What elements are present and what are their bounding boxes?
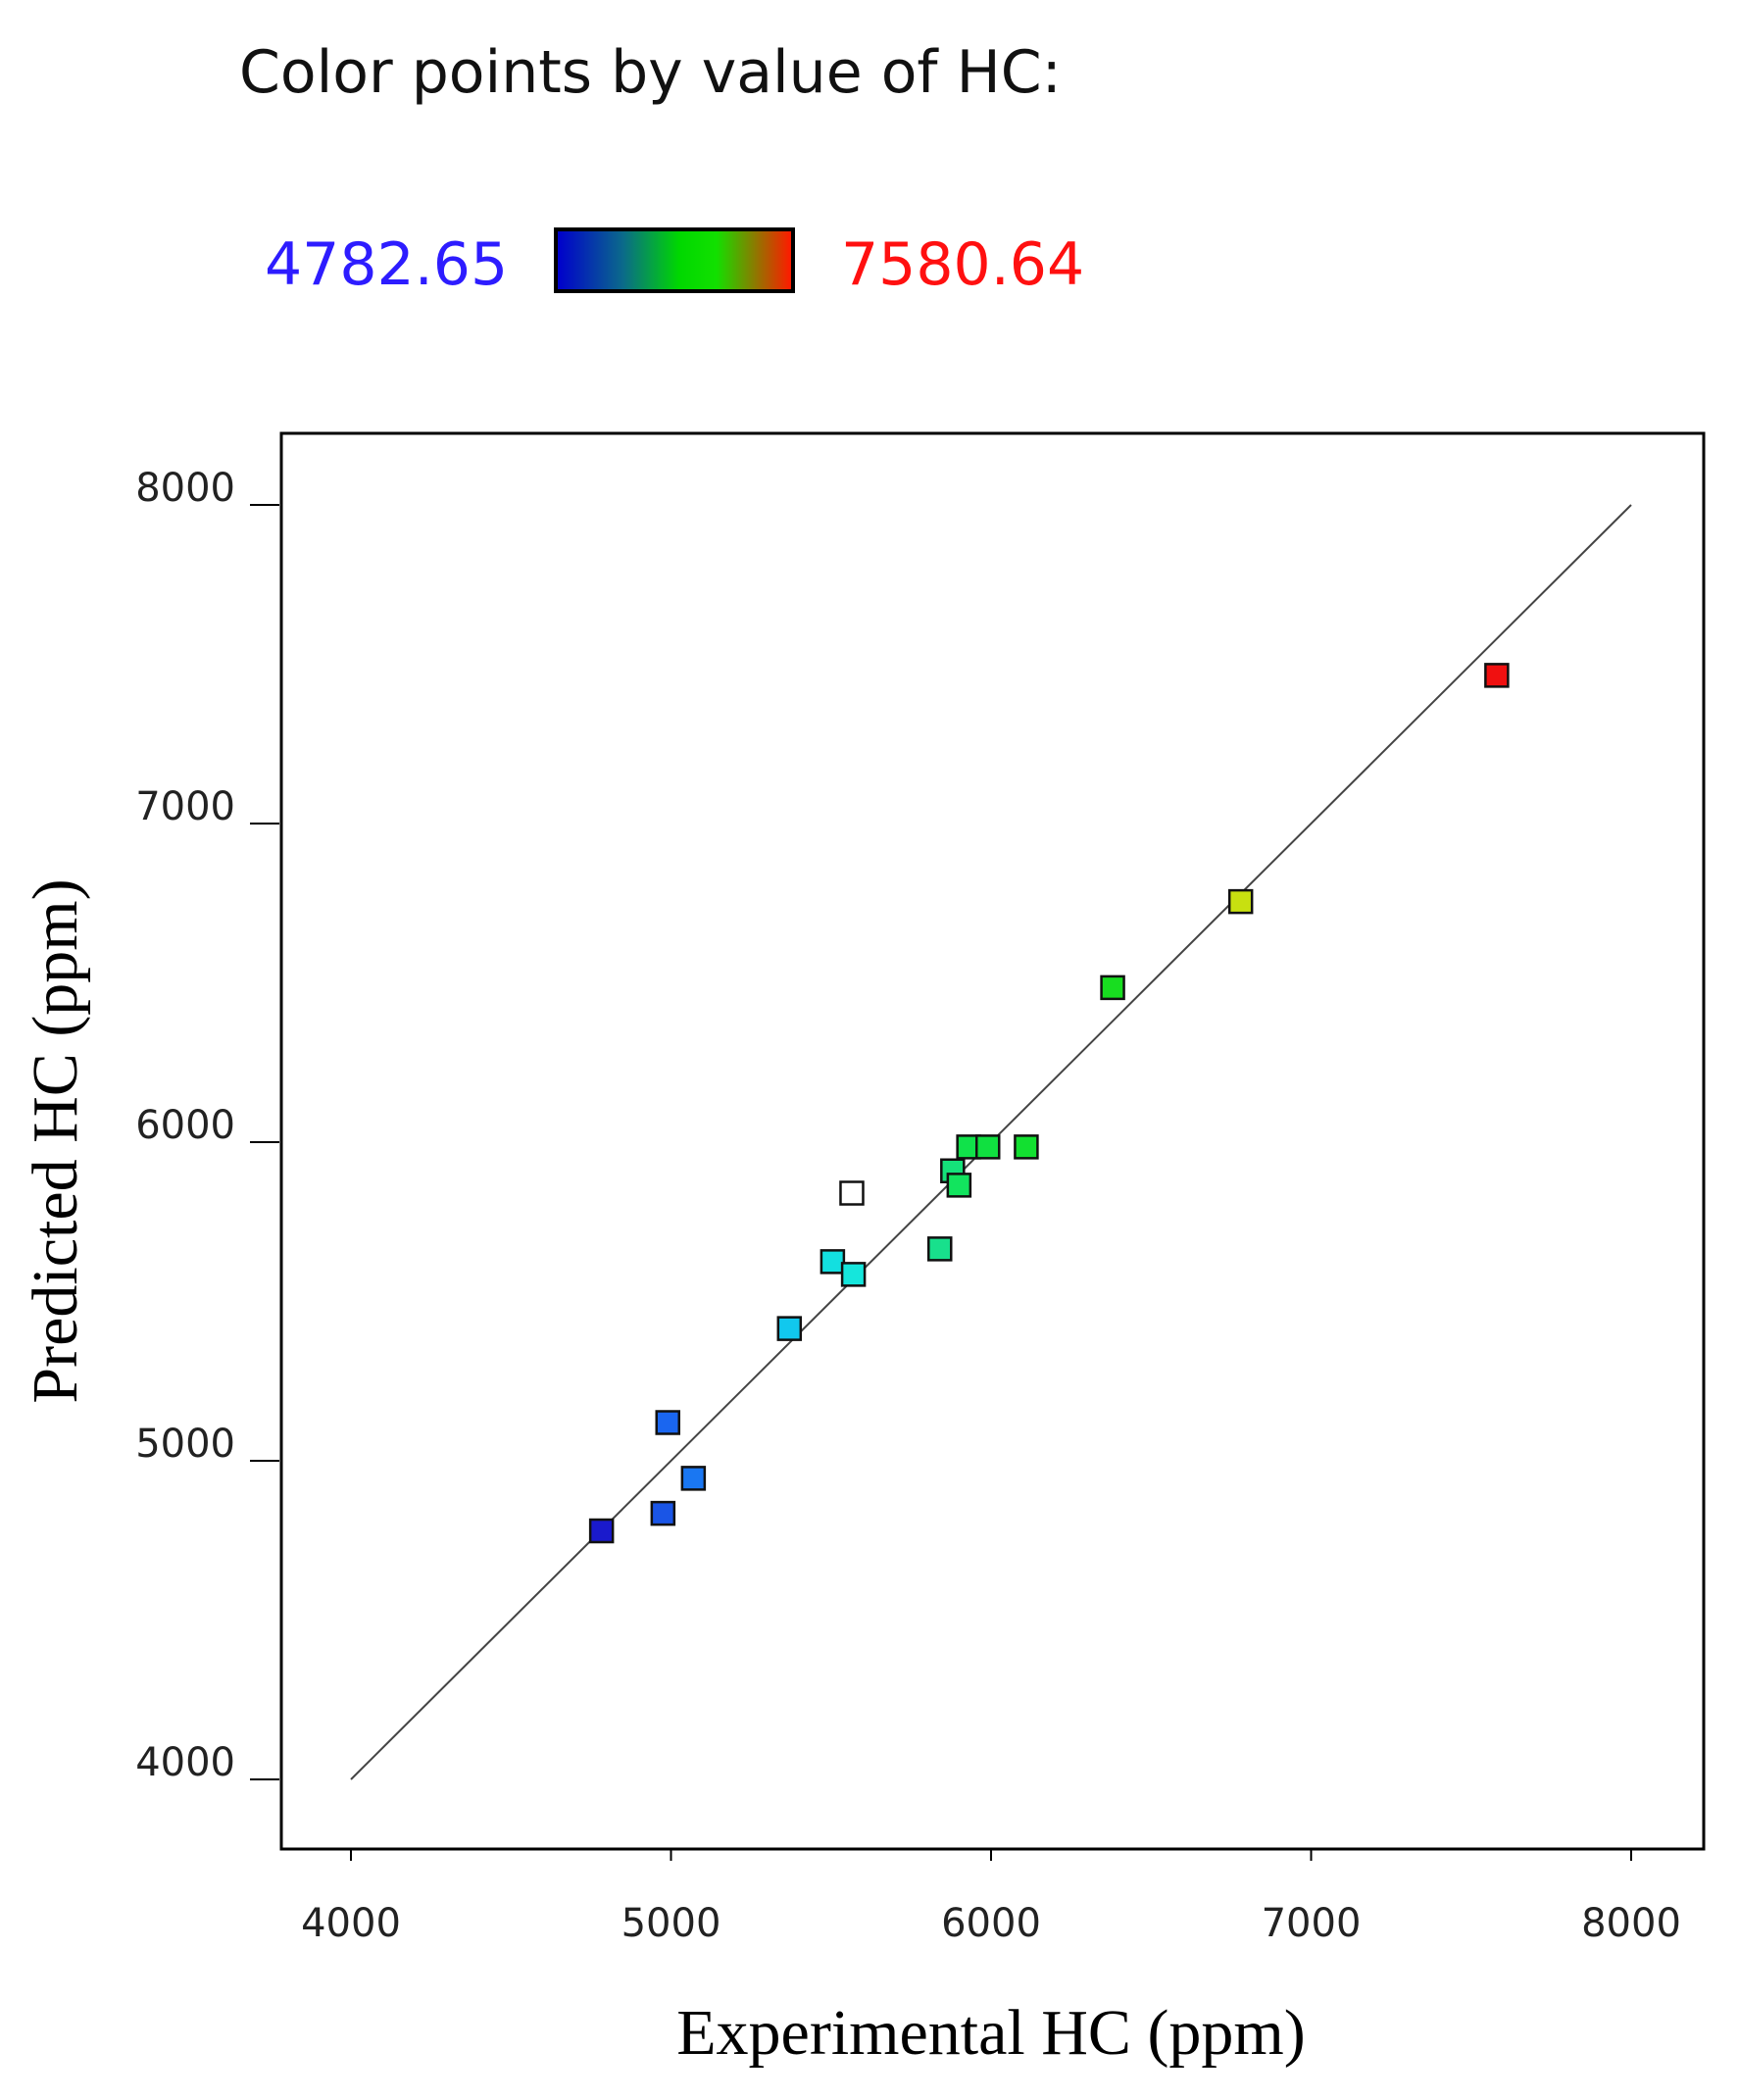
data-point (655, 1410, 680, 1435)
data-point (776, 1316, 803, 1341)
x-axis-title: Experimental HC (ppm) (676, 1997, 1306, 2069)
y-axis-title: Predicted HC (ppm) (20, 878, 91, 1403)
plot-frame (279, 431, 1706, 1851)
y-tick-label: 7000 (135, 784, 235, 829)
y-tick-label: 8000 (135, 466, 235, 511)
data-point (680, 1466, 707, 1491)
data-point (946, 1173, 972, 1198)
data-point (840, 1262, 867, 1287)
data-point (1014, 1134, 1039, 1160)
data-point (974, 1134, 1001, 1160)
x-tick-label: 4000 (301, 1901, 401, 1946)
color-scale-bar (554, 227, 795, 293)
x-tick-label: 6000 (941, 1901, 1041, 1946)
x-tick-label: 8000 (1581, 1901, 1681, 1946)
y-tick-label: 4000 (135, 1740, 235, 1785)
data-point (839, 1180, 865, 1206)
y-tick-label: 5000 (135, 1422, 235, 1467)
data-point (1484, 663, 1510, 688)
data-point (1100, 975, 1125, 1001)
x-tick-label: 5000 (621, 1901, 721, 1946)
legend-title: Color points by value of HC: (239, 38, 1062, 107)
data-point (927, 1236, 953, 1262)
data-point (588, 1518, 615, 1544)
legend-max-value: 7580.64 (841, 230, 1085, 299)
legend-min-value: 4782.65 (265, 230, 509, 299)
y-tick-label: 6000 (135, 1103, 235, 1148)
x-tick-label: 7000 (1262, 1901, 1362, 1946)
data-point (1227, 888, 1254, 915)
data-point (820, 1249, 846, 1275)
data-point (650, 1500, 676, 1526)
